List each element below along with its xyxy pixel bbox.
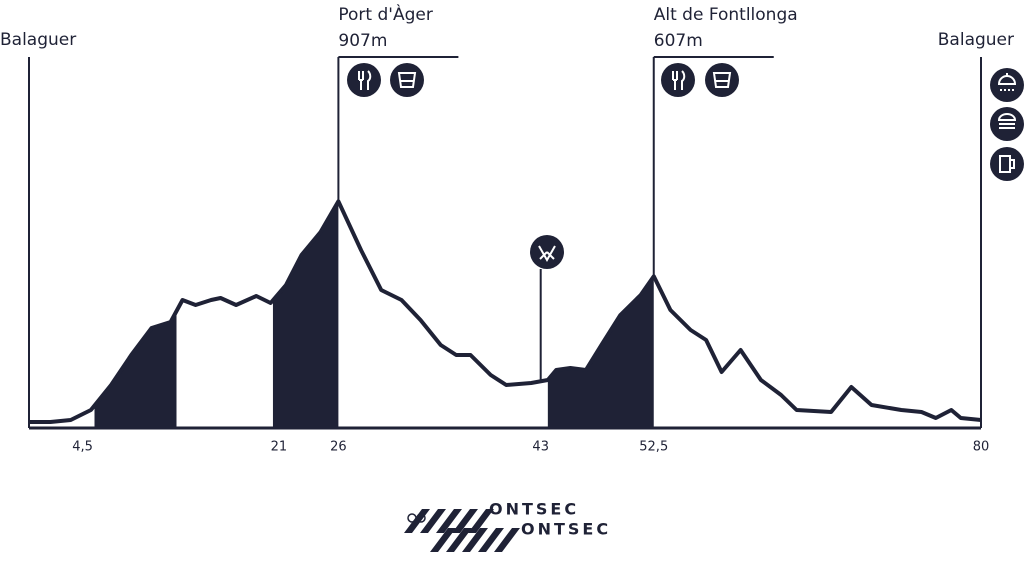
x-tick-label: 4,5 (72, 440, 93, 455)
plot: 4,5 21 26 43 52,5 80 Balaguer Port d'Àger 907m Al… (0, 3, 1014, 455)
x-tick-label: 43 (532, 440, 549, 455)
x-tick-label: 26 (330, 440, 347, 455)
logo-text: ONTSEC (521, 520, 611, 539)
poi-elevation: 907m (338, 31, 387, 51)
climb-area (547, 276, 654, 428)
poi-name: Balaguer (0, 30, 76, 50)
poi-name: Alt de Fontllonga (654, 5, 798, 25)
logo-mark (404, 509, 520, 552)
x-tick-label: 52,5 (639, 440, 668, 455)
poi-elevation: 607m (654, 31, 703, 51)
x-tick-label: 21 (271, 440, 288, 455)
elevation-line (29, 199, 982, 424)
poi-name: Port d'Àger (338, 3, 432, 25)
x-tick-label: 80 (973, 440, 990, 455)
logo-text: ONTSEC (489, 500, 579, 519)
poi-name: Balaguer (938, 30, 1014, 50)
climb-area (272, 201, 339, 428)
icon-glyphs (358, 70, 1017, 263)
climb-area (94, 310, 177, 428)
poi-icons (347, 63, 1024, 269)
